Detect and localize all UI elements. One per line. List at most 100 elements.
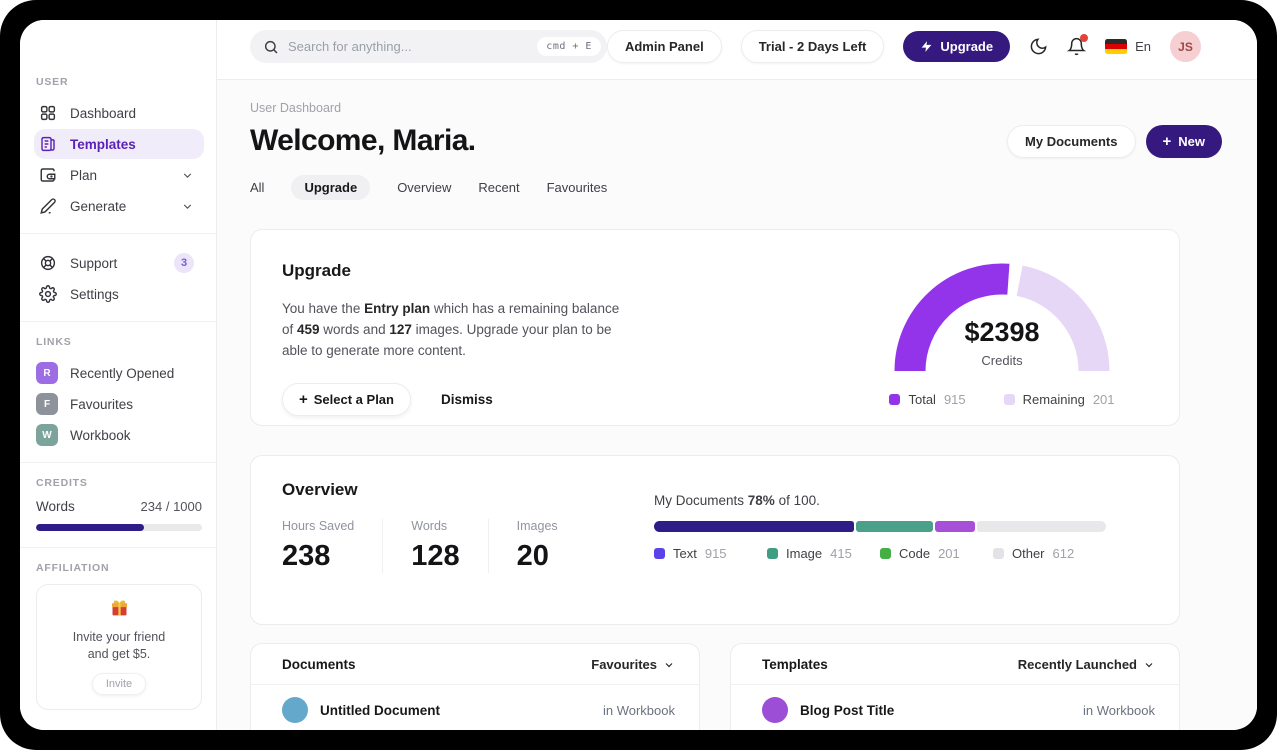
chevron-down-icon [181,169,194,182]
legend-item-remaining: Remaining 201 [1003,392,1115,407]
template-list-item[interactable]: Blog Post Title in Workbook [731,685,1179,730]
sidebar-section-user: USER [36,76,69,88]
tab-recent[interactable]: Recent [478,180,520,195]
wallet-icon [38,166,57,185]
legend-item-code: Code 201 [880,546,993,561]
new-button[interactable]: + New [1145,124,1222,158]
sidebar-link-workbook[interactable]: W Workbook [34,420,204,450]
tab-overview[interactable]: Overview [397,180,452,195]
language-label: En [1135,39,1151,54]
template-location: in Workbook [1082,702,1155,718]
page-title: Welcome, Maria. [250,124,476,157]
credits-label: Words [36,499,75,514]
select-plan-button[interactable]: + Select a Plan [282,383,411,416]
trial-status-button[interactable]: Trial - 2 Days Left [740,30,885,63]
link-initial-badge: W [36,424,58,446]
overview-card: Overview Hours Saved 238 Words 128 Image… [250,455,1180,625]
sidebar-section-credits: CREDITS [36,477,88,489]
sidebar-item-dashboard[interactable]: Dashboard [34,98,204,128]
upgrade-button[interactable]: Upgrade [903,31,1011,62]
sidebar-section-affiliation: AFFILIATION [36,562,110,574]
gear-icon [38,285,57,304]
stat-images: Images 20 [487,519,586,573]
support-count-badge: 3 [174,253,194,273]
tabs: All Upgrade Overview Recent Favourites [250,175,1201,200]
sidebar-divider [20,321,218,322]
sidebar-item-plan[interactable]: Plan [34,160,204,190]
sidebar-divider [20,462,218,463]
tab-favourites[interactable]: Favourites [546,180,608,195]
templates-card-title: Templates [762,657,828,672]
sidebar-item-label: Plan [70,167,98,183]
chevron-down-icon [663,659,675,671]
documents-progress-bar [654,521,1106,532]
upgrade-card-title: Upgrade [282,261,351,280]
affiliation-text: Invite your friend and get $5. [72,630,166,661]
document-list-item[interactable]: Untitled Document in Workbook [251,685,699,730]
plus-icon: + [1162,132,1172,150]
sidebar-item-templates[interactable]: Templates [34,129,204,159]
content: User Dashboard Welcome, Maria. My Docume… [217,80,1257,730]
dismiss-button[interactable]: Dismiss [440,392,493,407]
breadcrumb: User Dashboard [250,101,342,115]
affiliation-card: Invite your friend and get $5. Invite [36,584,202,710]
documents-progress-text: My Documents 78% of 100. [654,493,820,508]
notification-dot [1080,34,1089,42]
sidebar-item-generate[interactable]: Generate [34,191,204,221]
bar-segment-other [976,521,1106,532]
credits-progress-track [36,524,202,531]
sidebar-item-settings[interactable]: Settings [34,279,204,309]
legend-item-other: Other 612 [993,546,1106,561]
plus-icon: + [299,391,308,408]
user-avatar[interactable]: JS [1170,31,1201,62]
bar-segment-code [934,521,975,532]
legend-swatch [889,394,901,405]
search-input[interactable]: Search for anything... cmd + E [250,30,607,63]
legend-swatch [880,548,891,559]
sidebar-item-label: Templates [70,136,136,152]
tab-all[interactable]: All [250,180,265,195]
gift-icon [109,597,130,618]
link-initial-badge: F [36,393,58,415]
chevron-down-icon [181,200,194,213]
documents-progress: My Documents 78% of 100. Text 915 [654,493,1148,573]
sidebar-item-support[interactable]: Support 3 [34,248,204,278]
bar-segment-text [654,521,854,532]
notifications-button[interactable] [1067,34,1089,56]
document-name: Untitled Document [320,702,440,718]
sidebar-section-links: LINKS [36,336,72,348]
sidebar: USER Dashboard Templates Plan [20,20,218,730]
language-flag-icon[interactable] [1105,39,1128,54]
overview-stats: Hours Saved 238 Words 128 Images 20 [282,519,654,573]
stat-hours-saved: Hours Saved 238 [282,519,355,572]
lifebuoy-icon [38,254,57,273]
grid-icon [38,104,57,123]
gauge-chart [894,263,1110,372]
my-documents-button[interactable]: My Documents [1007,124,1136,158]
search-icon [263,39,279,55]
dark-mode-toggle[interactable] [1029,37,1048,56]
invite-button[interactable]: Invite [91,673,147,695]
stat-words: Words 128 [382,519,487,573]
document-location: in Workbook [602,702,675,718]
topbar: Search for anything... cmd + E Admin Pan… [217,20,1257,80]
credits-row: Words 234 / 1000 [36,499,202,514]
gauge-center-label: Credits [981,353,1023,368]
sidebar-link-recently-opened[interactable]: R Recently Opened [34,358,204,388]
templates-filter-dropdown[interactable]: Recently Launched [1018,657,1155,672]
tab-upgrade[interactable]: Upgrade [291,175,371,200]
templates-card: Templates Recently Launched Blog Post Ti… [730,643,1180,730]
sidebar-link-favourites[interactable]: F Favourites [34,389,204,419]
documents-filter-dropdown[interactable]: Favourites [591,657,675,672]
pencil-icon [38,197,57,216]
legend-swatch [1003,394,1015,405]
sidebar-divider [20,547,218,548]
template-name: Blog Post Title [800,702,895,718]
legend-item-image: Image 415 [767,546,880,561]
bottom-cards: Documents Favourites Untitled Document i… [250,643,1180,730]
legend-item-text: Text 915 [654,546,767,561]
gauge-segment-total [894,263,1010,372]
admin-panel-button[interactable]: Admin Panel [606,30,722,63]
link-label: Recently Opened [70,365,175,381]
